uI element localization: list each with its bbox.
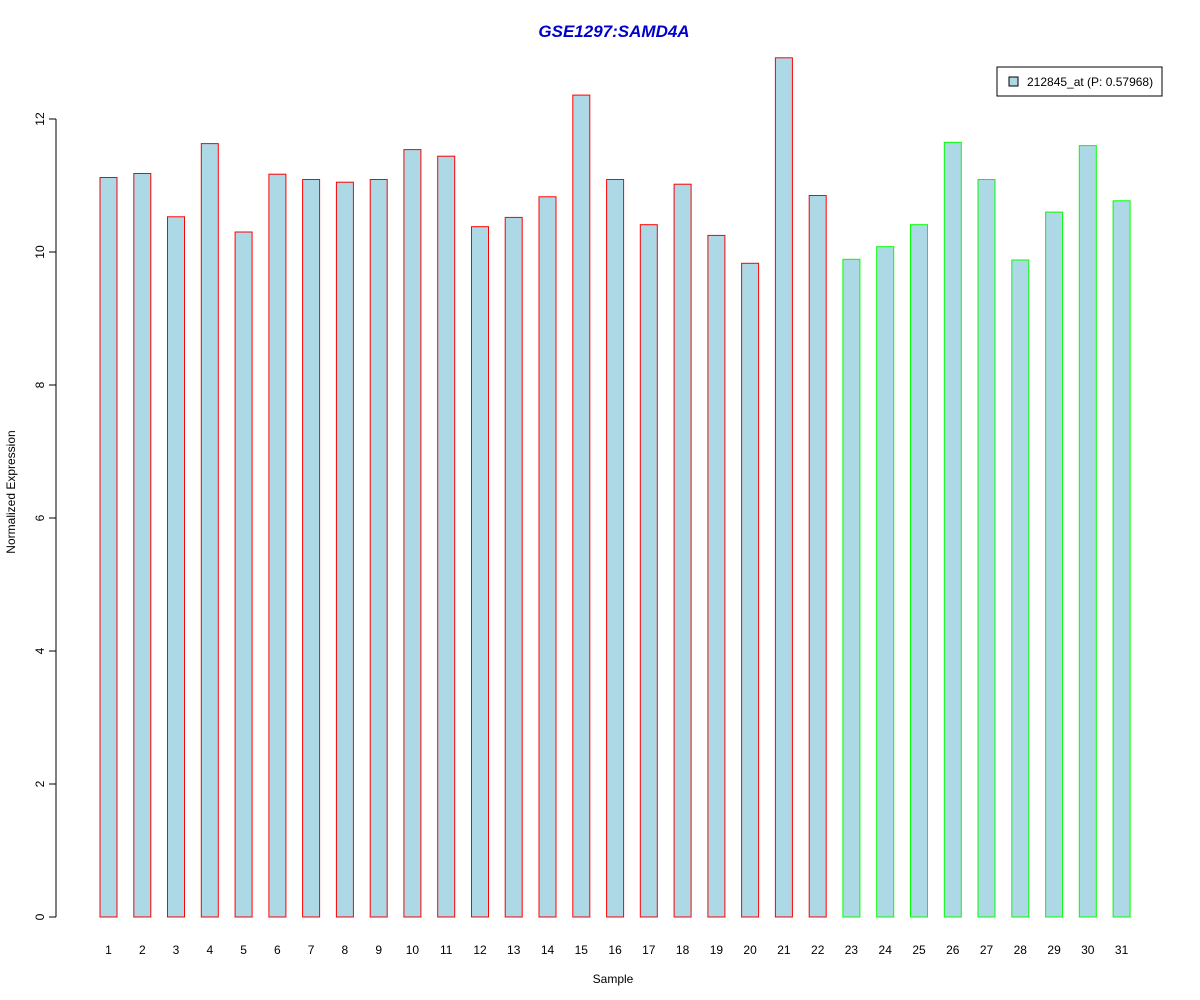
bar-sample-11	[437, 155, 456, 918]
x-tick-label: 20	[743, 943, 757, 957]
bar-sample-21	[774, 57, 793, 918]
x-tick-label: 31	[1115, 943, 1129, 957]
bar-sample-30	[1078, 145, 1097, 918]
x-tick-label: 27	[980, 943, 994, 957]
x-axis-label: Sample	[593, 972, 634, 986]
y-tick-label: 6	[33, 514, 47, 521]
bar-sample-24	[876, 246, 895, 918]
bar-sample-25	[910, 224, 928, 918]
bar-sample-18	[673, 183, 692, 918]
bar-sample-27	[977, 179, 996, 918]
x-tick-label: 13	[507, 943, 521, 957]
bar-sample-4	[200, 143, 219, 918]
legend-swatch	[1008, 76, 1019, 87]
chart-title: GSE1297:SAMD4A	[538, 22, 689, 41]
bar-sample-17	[639, 224, 658, 918]
y-tick-label: 2	[33, 780, 47, 787]
x-tick-label: 4	[206, 943, 213, 957]
y-tick-label: 0	[33, 913, 47, 920]
bar-sample-22	[808, 195, 827, 918]
x-tick-label: 14	[541, 943, 555, 957]
bar-sample-15	[572, 94, 591, 918]
bar-sample-20	[741, 262, 760, 918]
x-tick-label: 15	[575, 943, 589, 957]
x-tick-label: 9	[375, 943, 382, 957]
x-tick-label: 26	[946, 943, 960, 957]
x-tick-label: 17	[642, 943, 656, 957]
bar-sample-26	[943, 141, 962, 918]
x-tick-label: 23	[845, 943, 859, 957]
x-tick-label: 6	[274, 943, 281, 957]
x-tick-label: 21	[777, 943, 791, 957]
x-tick-label: 7	[308, 943, 315, 957]
bar-sample-12	[471, 226, 489, 918]
x-tick-label: 8	[342, 943, 349, 957]
bar-sample-29	[1045, 211, 1064, 918]
x-tick-label: 18	[676, 943, 690, 957]
x-tick-label: 3	[173, 943, 180, 957]
bar-sample-16	[606, 179, 625, 918]
x-tick-label: 29	[1047, 943, 1061, 957]
x-tick-labels: 1 2 3 4 5 6 7 8 9 10 11 12 13 14 15 16 17 18 19 20 21 22 23 24 2…	[105, 943, 1128, 957]
x-tick-label: 11	[440, 943, 453, 957]
legend: 212845_at (P: 0.57968)	[996, 66, 1163, 97]
x-tick-label: 22	[811, 943, 825, 957]
x-tick-label: 5	[240, 943, 247, 957]
x-tick-label: 2	[139, 943, 146, 957]
bar-sample-7	[302, 179, 321, 918]
x-tick-label: 28	[1014, 943, 1028, 957]
bar-sample-10	[403, 149, 422, 918]
bar-sample-3	[167, 216, 185, 918]
bars	[99, 57, 1131, 918]
bar-sample-5	[234, 231, 253, 918]
bar-sample-19	[707, 234, 726, 918]
x-tick-label: 10	[406, 943, 420, 957]
y-axis: 0 2 4 6 8 10 12	[33, 112, 57, 920]
bar-sample-31	[1112, 200, 1131, 918]
y-tick-label: 10	[33, 245, 47, 259]
x-tick-label: 12	[473, 943, 487, 957]
x-tick-label: 1	[105, 943, 112, 957]
bar-sample-13	[504, 216, 523, 918]
bar-sample-6	[268, 173, 287, 918]
bar-sample-1	[99, 177, 118, 918]
bar-sample-28	[1011, 259, 1030, 918]
legend-label: 212845_at (P: 0.57968)	[1027, 75, 1153, 89]
y-tick-label: 4	[33, 647, 47, 654]
bar-sample-23	[842, 258, 861, 918]
x-tick-label: 25	[912, 943, 926, 957]
x-tick-label: 19	[710, 943, 724, 957]
y-axis-label: Normalized Expression	[4, 430, 18, 553]
bar-sample-8	[335, 181, 354, 918]
bar-sample-9	[369, 179, 388, 918]
x-tick-label: 30	[1081, 943, 1095, 957]
x-tick-label: 16	[608, 943, 622, 957]
bar-sample-14	[538, 196, 557, 918]
x-tick-label: 24	[879, 943, 893, 957]
y-tick-label: 12	[33, 112, 47, 126]
bar-sample-2	[133, 173, 152, 918]
legend-box	[996, 66, 1163, 97]
y-tick-label: 8	[33, 381, 47, 388]
